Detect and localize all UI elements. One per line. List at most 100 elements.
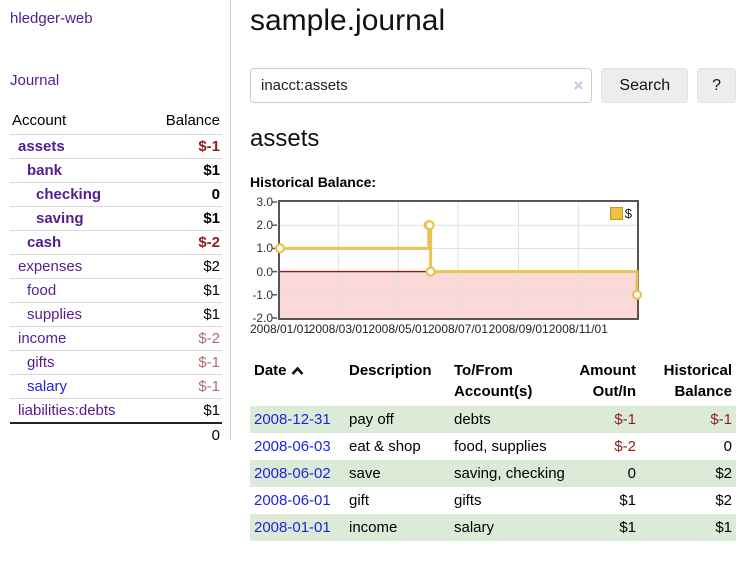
account-balance: $-1 — [146, 134, 222, 159]
search-button[interactable]: Search — [601, 68, 689, 103]
transaction-balance: $-1 — [710, 411, 732, 428]
table-row: income $-2 — [10, 326, 222, 351]
table-row: 2008-01-01 income salary $1 $1 — [250, 514, 736, 541]
table-row: gifts $-1 — [10, 350, 222, 375]
account-link-salary[interactable]: salary — [27, 378, 68, 395]
account-link-assets[interactable]: assets — [18, 138, 65, 155]
app-title[interactable]: hledger-web — [10, 10, 93, 27]
y-tick-label: 2.0 — [256, 218, 273, 233]
table-row: checking 0 — [10, 182, 222, 207]
account-link-expenses[interactable]: expenses — [18, 258, 83, 275]
x-tick-label: 2008/05/01 — [368, 322, 429, 336]
transaction-balance: $2 — [715, 492, 732, 509]
table-row: supplies $1 — [10, 302, 222, 327]
historical-balance-chart: 3.0 2.0 1.0 0.0 -1.0 -2.0 $ 2008/01/01 2008/03… — [250, 195, 736, 340]
account-balance: $1 — [146, 398, 222, 423]
table-row: 2008-12-31 pay off debts $-1 $-1 — [250, 406, 736, 433]
account-link-liabilities-debts[interactable]: liabilities:debts — [18, 402, 116, 419]
account-balance: $2 — [146, 254, 222, 279]
account-link-cash[interactable]: cash — [27, 234, 62, 251]
transaction-amount: $-2 — [614, 438, 636, 455]
y-tick-label: 0.0 — [256, 264, 273, 279]
table-row: expenses $2 — [10, 254, 222, 279]
y-tick-label: -1.0 — [252, 287, 273, 302]
main-content: sample.journal × Search ? assets Histori… — [250, 0, 736, 541]
transaction-description: pay off — [349, 411, 394, 428]
x-tick-label: 2008/01/01 — [249, 322, 311, 336]
accounts-total-row: 0 — [10, 422, 222, 447]
chart-plot-area: $ — [272, 200, 643, 320]
transaction-description: income — [349, 519, 398, 536]
transaction-accounts: gifts — [454, 492, 482, 509]
transaction-date-link[interactable]: 2008-06-02 — [254, 465, 331, 482]
legend-swatch-icon — [609, 207, 623, 220]
table-row: 2008-06-02 save saving, checking 0 $2 — [250, 460, 736, 487]
account-link-gifts[interactable]: gifts — [27, 354, 55, 371]
account-balance: $1 — [146, 278, 222, 303]
accounts-header-account: Account — [12, 112, 67, 129]
account-balance: $1 — [146, 158, 222, 183]
register-header-amount: Amount Out/In — [579, 362, 636, 400]
table-row: food $1 — [10, 278, 222, 303]
transaction-date-link[interactable]: 2008-06-03 — [254, 438, 331, 455]
accounts-header-balance: Balance — [165, 112, 220, 129]
register-header-balance: Historical Balance — [663, 362, 732, 400]
account-balance: 0 — [146, 182, 222, 207]
legend-label: $ — [624, 206, 632, 221]
table-row: liabilities:debts $1 — [10, 398, 222, 423]
sidebar-item-journal[interactable]: Journal — [10, 72, 60, 89]
transaction-description: save — [349, 465, 381, 482]
transaction-date-link[interactable]: 2008-12-31 — [254, 411, 331, 428]
transaction-balance: 0 — [723, 438, 732, 455]
table-row: 2008-06-03 eat & shop food, supplies $-2… — [250, 433, 736, 460]
sort-ascending-icon — [291, 366, 303, 375]
account-balance: $1 — [146, 302, 222, 327]
account-link-saving[interactable]: saving — [36, 210, 84, 227]
transaction-date-link[interactable]: 2008-01-01 — [254, 519, 331, 536]
transaction-balance: $2 — [715, 465, 732, 482]
x-tick-label: 2008/07/01 — [427, 322, 489, 336]
y-tick-label: 3.0 — [256, 195, 273, 209]
account-link-food[interactable]: food — [27, 282, 57, 299]
transaction-accounts: saving, checking — [454, 465, 565, 482]
register-header-description: Description — [349, 362, 432, 379]
transaction-date-link[interactable]: 2008-06-01 — [254, 492, 331, 509]
y-tick-label: -2.0 — [252, 311, 273, 325]
search-input[interactable] — [250, 68, 593, 103]
account-balance: $-1 — [146, 374, 222, 399]
transaction-accounts: debts — [454, 411, 491, 428]
x-tick-label: 2008/03/01 — [308, 322, 369, 336]
x-tick-label: 2008/11/01 — [548, 322, 608, 336]
account-balance: $-2 — [146, 230, 222, 255]
transaction-description: eat & shop — [349, 438, 421, 455]
account-balance: $1 — [146, 206, 222, 231]
search-form: × Search ? — [250, 68, 736, 103]
transaction-accounts: food, supplies — [454, 438, 547, 455]
table-row: 2008-06-01 gift gifts $1 $2 — [250, 487, 736, 514]
transaction-amount: $-1 — [614, 411, 636, 428]
table-row: salary $-1 — [10, 374, 222, 399]
table-row: cash $-2 — [10, 230, 222, 255]
chart-canvas — [272, 201, 643, 319]
table-row: assets $-1 — [10, 134, 222, 159]
account-link-checking[interactable]: checking — [36, 186, 102, 203]
account-balance: $-1 — [146, 350, 222, 375]
chart-legend: $ — [607, 205, 634, 222]
account-link-supplies[interactable]: supplies — [27, 306, 83, 323]
account-heading: assets — [250, 125, 320, 152]
page-title: sample.journal — [250, 4, 446, 37]
accounts-table: Account Balance assets $-1 bank $1 check… — [10, 110, 222, 447]
chart-x-axis-labels: 2008/01/01 2008/03/01 2008/05/01 2008/07/01… — [250, 322, 736, 340]
y-tick-label: 1.0 — [256, 241, 273, 256]
clear-search-icon[interactable]: × — [573, 75, 584, 95]
register-table: Date Description To/From Account(s) Amou… — [250, 356, 736, 541]
sidebar: hledger-web Journal Account Balance asse… — [0, 0, 231, 447]
help-button[interactable]: ? — [697, 68, 736, 103]
account-link-income[interactable]: income — [18, 330, 67, 347]
register-header-accounts: To/From Account(s) — [454, 362, 533, 400]
transaction-accounts: salary — [454, 519, 495, 536]
account-link-bank[interactable]: bank — [27, 162, 63, 179]
transaction-amount: 0 — [627, 465, 636, 482]
register-header-date[interactable]: Date — [250, 356, 345, 406]
table-row: bank $1 — [10, 158, 222, 183]
